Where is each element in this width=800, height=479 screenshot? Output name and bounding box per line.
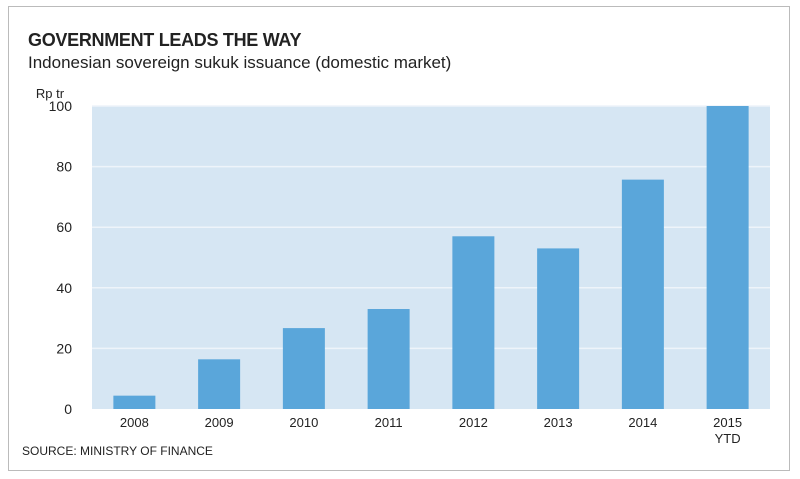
y-tick-label: 20: [56, 340, 72, 356]
chart-subtitle: Indonesian sovereign sukuk issuance (dom…: [28, 53, 452, 72]
x-tick-label: 2009: [205, 415, 234, 430]
chart-title: GOVERNMENT LEADS THE WAY: [28, 30, 302, 50]
bar: [452, 236, 495, 409]
bar: [113, 395, 156, 409]
bar: [198, 359, 241, 409]
y-tick-label: 0: [64, 401, 72, 417]
x-tick-label: 2015: [713, 415, 742, 430]
x-tick-label: 2012: [459, 415, 488, 430]
bar: [367, 309, 410, 409]
x-tick-label: 2013: [544, 415, 573, 430]
x-tick-label: 2008: [120, 415, 149, 430]
x-tick-label: YTD: [715, 431, 741, 446]
bar: [621, 179, 664, 409]
x-tick-label: 2010: [289, 415, 318, 430]
plot-area: [92, 106, 770, 409]
y-tick-label: 40: [56, 280, 72, 296]
x-tick-label: 2011: [375, 415, 403, 430]
bar: [282, 328, 325, 409]
x-tick-label: 2014: [628, 415, 657, 430]
source-note: SOURCE: MINISTRY OF FINANCE: [22, 444, 213, 458]
chart-frame: [8, 6, 790, 471]
y-axis-label: Rp tr: [36, 86, 65, 101]
y-tick-label: 100: [49, 98, 73, 114]
y-tick-label: 80: [56, 159, 72, 175]
bar: [537, 248, 580, 409]
bar: [706, 106, 749, 409]
y-tick-label: 60: [56, 219, 72, 235]
